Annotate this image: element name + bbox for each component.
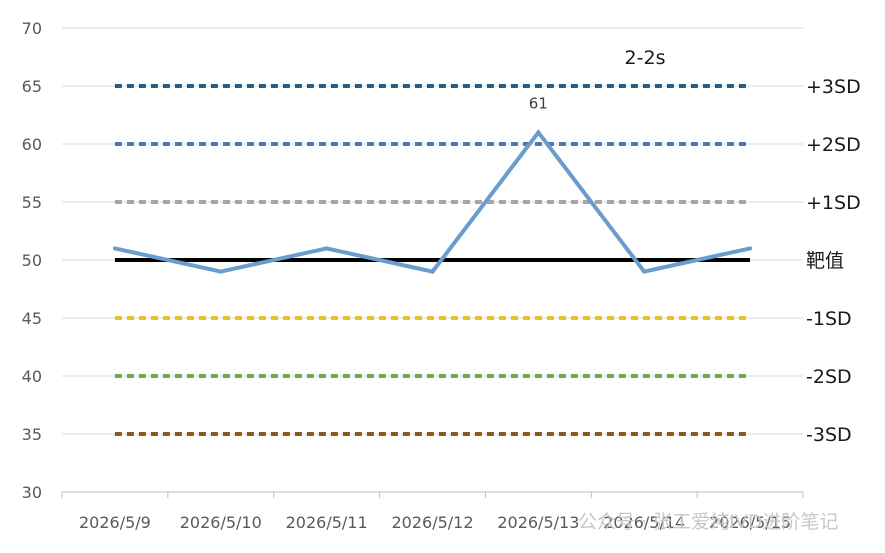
series-layer <box>112 129 753 274</box>
y-tick-label: 50 <box>22 251 42 270</box>
x-tick-label: 2026/5/10 <box>180 513 262 532</box>
y-tick-label: 65 <box>22 77 42 96</box>
x-tick-label: 2026/5/15 <box>709 513 791 532</box>
data-point <box>430 269 435 274</box>
y-tick-label: 55 <box>22 193 42 212</box>
data-point <box>536 130 541 135</box>
watermark-text: 公众号 · 张工爱纯IVD进阶笔记 <box>578 511 838 533</box>
data-label: 61 <box>529 94 548 112</box>
y-tick-label: 60 <box>22 135 42 154</box>
y-tick-label: 30 <box>22 483 42 502</box>
data-point <box>324 246 329 251</box>
y-tick-label: 70 <box>22 19 42 38</box>
x-axis: 2026/5/9 2026/5/10 2026/5/11 2026/5/12 2026/… <box>61 491 804 532</box>
reference-label: -1SD <box>806 308 852 330</box>
rule-annotation: 2-2s <box>625 47 666 69</box>
reference-label: +3SD <box>806 76 861 98</box>
y-tick-label: 40 <box>22 367 42 386</box>
data-point <box>748 246 753 251</box>
reference-label: -2SD <box>806 366 852 388</box>
x-tick-label: 2026/5/13 <box>497 513 579 532</box>
x-tick-label: 2026/5/11 <box>286 513 368 532</box>
y-tick-label: 35 <box>22 425 42 444</box>
reference-label: -3SD <box>806 424 852 446</box>
y-tick-label: 45 <box>22 309 42 328</box>
x-tick-label: 2026/5/14 <box>603 513 685 532</box>
reference-label: +1SD <box>806 192 861 214</box>
label-layer: +3SD +2SD +1SD 靶值 -1SD -2SD -3SD 61 2-2s <box>529 47 861 446</box>
reference-label: +2SD <box>806 134 861 156</box>
y-axis-ticks: 30 35 40 45 50 55 60 65 70 <box>22 19 42 502</box>
x-tick-label: 2026/5/12 <box>391 513 473 532</box>
data-point <box>218 269 223 274</box>
x-tick-label: 2026/5/9 <box>79 513 151 532</box>
reference-label: 靶值 <box>806 250 844 272</box>
data-point <box>112 246 117 251</box>
data-point <box>642 269 647 274</box>
reference-lines <box>114 84 751 436</box>
